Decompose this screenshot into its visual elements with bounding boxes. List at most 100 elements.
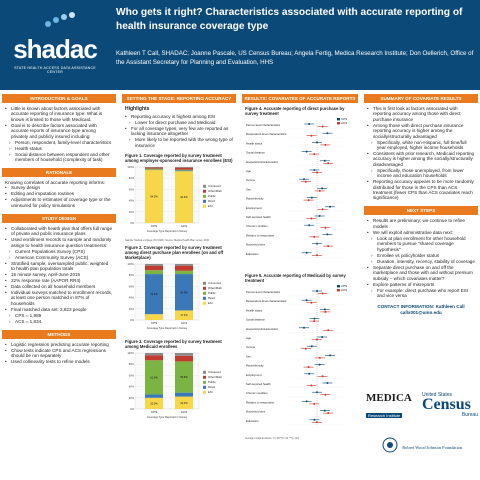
bar-segment [145, 269, 163, 274]
point-acs [318, 356, 321, 359]
figure-2-chart: 0% 20% 40% 60% 80% 100% 71.6% CPS 17.1% 64.9% ACSC… [127, 262, 222, 330]
list-item: Goal is to describe factors associated w… [5, 123, 113, 139]
legend-label: Other/Multi [208, 375, 222, 379]
bar-segment [145, 167, 163, 169]
bar-segment [145, 397, 163, 409]
legend-label: Public [208, 380, 216, 384]
category-label: CPS [151, 410, 157, 414]
row-label: Social distance [246, 318, 265, 322]
section-heading-setting: SETTING THE STAGE: REPORTING ACCURACY [122, 94, 236, 103]
point-cps [313, 317, 316, 320]
tick-label: 40% [129, 198, 135, 202]
contact-info: CONTACT INFORMATION: Kathleen Call callx… [367, 304, 475, 316]
legend-label: Direct [208, 199, 216, 203]
list-item: Consistent with prior research, Medicaid… [367, 151, 475, 167]
bar-segment [175, 265, 193, 271]
point-cps [326, 233, 329, 236]
row-label: Respondent-level characteristics [246, 299, 287, 303]
list-item: Lower for direct purchase and Medicaid [125, 120, 233, 126]
logo-wordmark: shadac [13, 34, 98, 64]
legend-swatch [337, 122, 340, 125]
contact-label: CONTACT INFORMATION: Kathleen Call [377, 304, 465, 310]
point-cps [316, 141, 318, 144]
list-item: American Community Survey (ACS) [5, 255, 113, 261]
legend-swatch [203, 390, 206, 394]
figure-1-chart: 0% 20% 40% 60% 80% 100% 94.5% CPS 92.6% ACSCovera… [127, 165, 222, 233]
tick-label: 100% [127, 262, 134, 266]
figure-3-title: Figure 3. Coverage reported by survey tr… [125, 338, 222, 349]
bar-segment [175, 270, 193, 274]
list-item: Health status [5, 146, 113, 152]
row-label: Household size [246, 410, 266, 414]
column-intro: INTRODUCTION & GOALS Little is known abo… [0, 90, 118, 480]
point-cps [305, 150, 308, 153]
data-label: 17.1% [180, 313, 188, 317]
bar-segment [175, 170, 193, 223]
bar-segment [145, 169, 163, 223]
legend-swatch [203, 380, 206, 384]
list-item: Adjustments to estimates of coverage typ… [5, 197, 113, 208]
legend-label: ESI [208, 301, 213, 305]
intro-sublist: Person, respondent, family-level charact… [5, 140, 113, 163]
list-item: Specifically, those unemployed, from low… [367, 168, 475, 179]
legend-label: Other/Multi [208, 286, 222, 290]
list-item: Logistic regression predicting accurate … [5, 342, 113, 348]
figure-note: Sample: Medica enrollees (N=3,823). Sour… [125, 238, 210, 242]
bar-segment [145, 313, 163, 320]
legend-swatch [337, 285, 340, 288]
row-label: Education [246, 252, 259, 256]
legend-swatch [203, 281, 206, 285]
point-cps [326, 132, 329, 135]
point-cps [321, 336, 324, 338]
list-item: Person, respondent, family-level charact… [5, 140, 113, 146]
summary-list-2: Consistent with prior research, Medicaid… [367, 151, 475, 167]
logo-subtitle: STATE HEALTH ACCESS DATA ASSISTANCE CENT… [14, 66, 96, 74]
row-label: Income [246, 178, 256, 182]
row-label: Employment [246, 206, 262, 210]
tick-label: 100% [127, 165, 134, 169]
legend-swatch [203, 370, 206, 374]
list-item: Used enrollment records to sample and ra… [5, 237, 113, 248]
figure-3-chart: 0% 20% 40% 60% 80% 100% 20.0% 61.0% CPS 22.2% 55.8… [127, 351, 222, 419]
point-cps [308, 123, 311, 125]
contact-email-link[interactable]: callx001@umn.edu [400, 310, 442, 316]
tick-label: 60% [129, 187, 135, 191]
list-item: Little is known about factors associated… [5, 106, 113, 122]
list-item: Specifically, white non-Hispanic, full t… [367, 140, 475, 151]
row-label: Person-level characteristics [246, 123, 281, 127]
medica-logo: MEDICA Research Institute [366, 392, 418, 422]
section-heading-summary: SUMMARY OF COVARIATE RESULTS [364, 94, 478, 103]
point-acs [304, 180, 307, 183]
tick-label: 40% [129, 384, 135, 388]
tick-label: 80% [129, 273, 135, 277]
list-item: Look at plan enrollment for other househ… [367, 236, 475, 252]
point-acs [310, 301, 313, 304]
list-item: Results are preliminary; we continue to … [367, 218, 475, 229]
point-acs [327, 162, 330, 165]
point-cps [308, 372, 311, 375]
row-label: Sex [246, 187, 251, 191]
legend-label: Other/Multi [208, 189, 222, 193]
highlights-list: Reporting accuracy is highest among ESI [125, 114, 233, 120]
section-heading-design: STUDY DESIGN [2, 213, 116, 223]
row-label: Household characteristics [246, 327, 279, 331]
rationale-lead: Knowing correlates of accurate reporting… [5, 180, 106, 186]
figure-2-title: Figure 2. Coverage reported by survey tr… [125, 244, 224, 260]
point-cps [321, 187, 324, 190]
list-item: Used collinearity tests to refine models [5, 359, 113, 365]
tick-label: 80% [129, 362, 135, 366]
column-summary: SUMMARY OF COVARIATE RESULTS This is fir… [362, 90, 480, 480]
intro-list: Little is known about factors associated… [5, 106, 113, 139]
legend-label: ACS [341, 288, 347, 292]
legend-label: Uninsured [208, 370, 221, 374]
summary-list: This is first look at factors associated… [367, 106, 475, 139]
census-sub: Bureau [461, 412, 478, 418]
legend-label: Uninsured [208, 184, 221, 188]
point-cps [318, 363, 321, 366]
legend-swatch [203, 296, 206, 300]
point-acs [316, 254, 318, 257]
tick-label: 60% [129, 284, 135, 288]
legend-label: Public [208, 291, 216, 295]
list-item: Duration, intensity, recency, stability … [367, 259, 475, 265]
tick-label: 80% [129, 176, 135, 180]
